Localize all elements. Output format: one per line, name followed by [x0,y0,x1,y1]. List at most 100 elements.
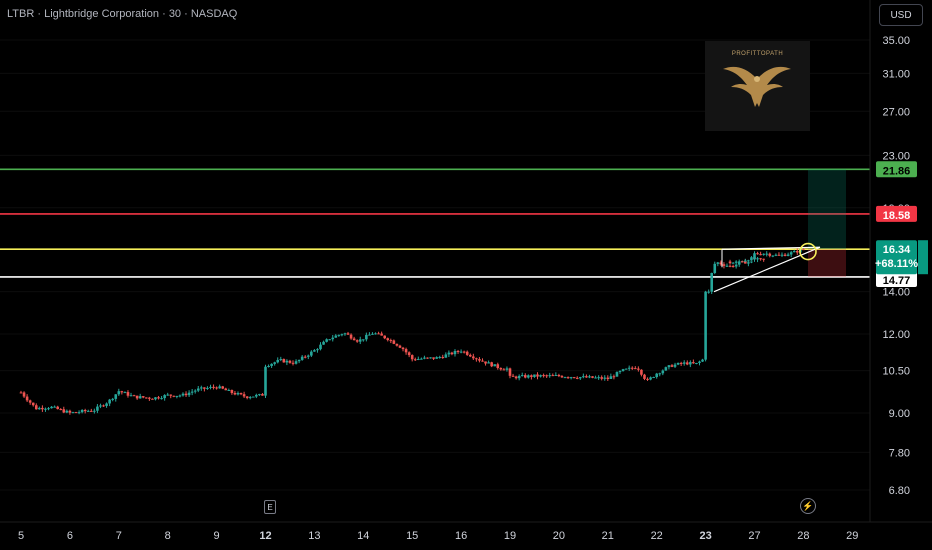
candle-body [126,392,130,396]
candle-body [368,334,371,336]
currency-button[interactable]: USD [879,4,923,26]
candle-body [520,375,524,377]
candle-body [337,334,341,336]
candle-body [487,362,490,364]
eagle-icon [723,66,791,107]
candle-body [380,333,383,336]
logo-text: PROFITTOPATH [731,51,784,57]
candle-body [169,394,173,396]
candle-body [578,377,582,379]
candle-body [325,339,328,342]
profit-zone [808,169,846,250]
time-tick-label: 12 [259,530,271,542]
candle-body [129,395,133,397]
candle-body [166,394,169,396]
loss-zone [808,249,846,277]
candle-body [135,395,139,399]
time-tick-label: 28 [797,530,809,542]
candle-body [615,372,619,377]
candle-body [261,394,264,396]
candle-body [484,361,487,364]
candle-body [303,356,307,358]
candle-body [65,410,69,413]
candle-body [759,258,762,260]
candle-body [780,254,784,256]
candle-body [704,291,707,360]
candle-body [132,395,136,397]
candle-body [172,395,176,397]
candle-body [230,389,234,393]
candle-body [80,409,84,413]
candle-body [53,406,56,408]
candle-body [774,254,778,256]
candle-body [453,351,457,355]
candle-body [218,386,221,389]
candle-body [768,253,772,256]
candle-body [725,265,729,267]
candle-body [343,333,347,335]
candle-body [374,333,377,335]
candle-body [652,377,655,379]
candle-body [401,347,405,350]
candle-body [114,394,118,399]
candle-body [404,349,408,353]
candle-body [41,407,44,410]
candle-body [209,386,212,388]
candle-body [206,387,209,389]
candle-body [744,260,747,262]
candle-body [728,261,732,264]
last-price-label-tail [918,240,928,275]
candle-body [594,377,597,379]
time-tick-label: 23 [699,530,711,542]
candle-body [750,257,753,261]
candle-body [145,397,148,399]
candle-body [517,375,521,379]
price-tick-label: 10.50 [882,366,910,378]
earnings-marker[interactable]: E [264,500,276,514]
candle-body [551,375,555,377]
candle-body [294,361,298,364]
candle-body [716,262,720,264]
candle-body [505,368,509,370]
candle-body [227,389,231,391]
target-price-label-text: 21.86 [883,165,911,177]
candle-body [438,356,442,358]
candle-body [786,254,790,256]
candle-body [184,393,188,396]
lightning-icon[interactable]: ⚡ [800,498,816,514]
candle-body [646,378,649,380]
candle-body [756,258,759,260]
stop-price-label-text: 18.58 [883,210,911,222]
candle-body [750,261,753,263]
candle-body [264,366,267,396]
candle-body [744,261,747,264]
candle-body [490,362,493,367]
candle-body [664,367,668,371]
candle-body [685,362,689,365]
candle-body [242,394,246,397]
candle-body [22,392,26,397]
candle-body [533,374,536,377]
candle-body [661,370,665,374]
candle-body [334,335,338,338]
price-tick-label: 9.00 [889,408,910,420]
candle-body [196,388,200,391]
candle-body [441,356,445,358]
candle-body [362,339,365,341]
candle-body [160,398,163,400]
candle-body [313,350,316,352]
candle-body [621,369,625,372]
time-tick-label: 20 [553,530,565,542]
candle-body [120,391,124,393]
candle-body [270,363,273,366]
candle-body [178,395,182,397]
symbol-header: LTBR · Lightbridge Corporation · 30 · NA… [7,8,238,20]
candle-body [282,359,286,363]
candle-body [175,395,179,397]
candle-body [93,410,96,412]
candle-body [560,376,564,378]
candle-body [585,376,588,378]
candle-body [236,393,240,395]
time-tick-label: 15 [406,530,418,542]
